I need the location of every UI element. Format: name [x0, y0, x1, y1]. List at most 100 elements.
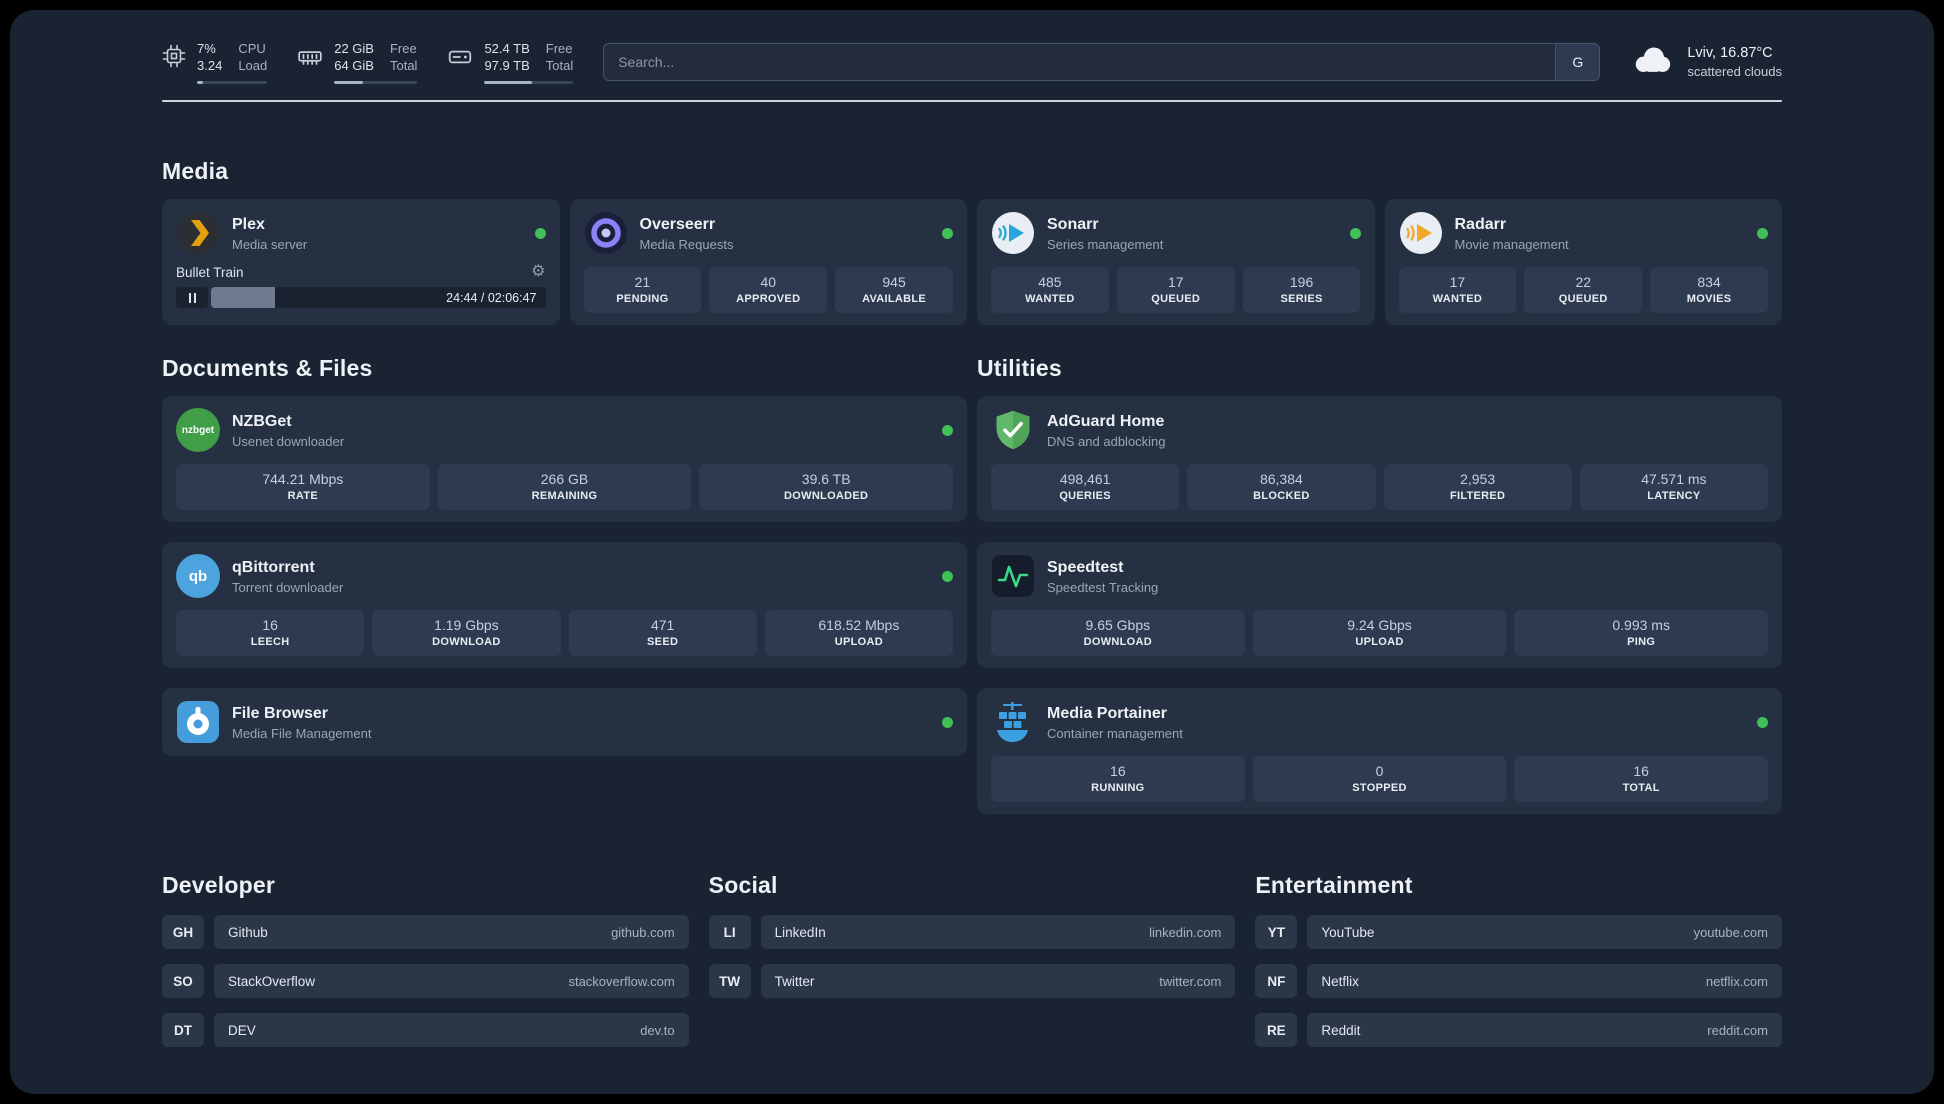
- status-dot: [1757, 227, 1768, 239]
- app-subtitle: Container management: [1047, 725, 1183, 741]
- dev-link[interactable]: DEV dev.to: [214, 1013, 689, 1048]
- youtube-link[interactable]: YouTube youtube.com: [1307, 915, 1782, 950]
- app-subtitle: Series management: [1047, 236, 1164, 252]
- dev-abbr-tile[interactable]: DT: [162, 1013, 204, 1048]
- speedtest-icon: [991, 554, 1035, 598]
- status-dot: [942, 716, 953, 728]
- gear-icon[interactable]: ⚙: [531, 263, 546, 281]
- netflix-link[interactable]: Netflix netflix.com: [1307, 964, 1782, 999]
- linkedin-link[interactable]: LinkedIn linkedin.com: [760, 915, 1236, 950]
- memory-stat: 22 GiB 64 GiB Free Total: [297, 40, 418, 85]
- app-subtitle: Speedtest Tracking: [1047, 579, 1159, 595]
- top-bar: 7% 3.24 CPU Load: [162, 40, 1782, 85]
- stat-tile: 618.52 Mbps UPLOAD: [764, 610, 953, 657]
- weather-widget: Lviv, 16.87°C scattered clouds: [1630, 44, 1782, 81]
- weather-location: Lviv, 16.87°C: [1687, 44, 1773, 61]
- link-row-github: GH Github github.com: [162, 915, 689, 950]
- app-card-nzbget[interactable]: nzbget NZBGet Usenet downloader 744.21 M…: [162, 396, 967, 523]
- app-card-overseerr[interactable]: Overseerr Media Requests 21 PENDING 40 A…: [569, 199, 967, 326]
- qbittorrent-icon: qb: [176, 554, 220, 599]
- status-dot: [1349, 227, 1361, 239]
- app-card-adguard[interactable]: AdGuard Home DNS and adblocking 498,461 …: [977, 396, 1782, 523]
- linkedin-abbr-tile[interactable]: LI: [708, 915, 751, 950]
- github-link[interactable]: Github github.com: [214, 915, 689, 950]
- stat-tile: 16 TOTAL: [1514, 756, 1769, 803]
- stat-tile: 266 GB REMAINING: [437, 464, 692, 511]
- app-subtitle: Torrent downloader: [232, 579, 344, 595]
- disk-icon: [447, 44, 473, 75]
- stat-tile: 2,953 FILTERED: [1383, 464, 1572, 511]
- plex-now-playing: Bullet Train ⚙ 24:44 / 02:06:47: [176, 263, 546, 309]
- cpu-percent: 7%: [197, 41, 216, 56]
- github-abbr-tile[interactable]: GH: [162, 915, 204, 950]
- stat-tile: 0.993 ms PING: [1514, 610, 1769, 657]
- section-media: Media Plex Media server: [162, 158, 1782, 326]
- cloud-icon: [1630, 44, 1674, 80]
- memory-free-value: 22 GiB: [334, 41, 374, 56]
- app-name: Plex: [232, 215, 265, 233]
- stat-tile: 21 PENDING: [583, 267, 702, 314]
- stat-tile: 9.24 Gbps UPLOAD: [1252, 610, 1507, 657]
- app-subtitle: DNS and adblocking: [1047, 433, 1166, 449]
- twitter-link[interactable]: Twitter twitter.com: [760, 964, 1236, 999]
- app-card-portainer[interactable]: Media Portainer Container management 16 …: [977, 688, 1782, 815]
- memory-icon: [297, 44, 323, 75]
- stat-tile: 22 QUEUED: [1524, 267, 1643, 314]
- now-playing-title: Bullet Train: [176, 264, 244, 280]
- pause-button[interactable]: [176, 287, 208, 309]
- stat-tile: 16 RUNNING: [991, 756, 1245, 803]
- memory-free-label: Free: [389, 41, 417, 56]
- search-engine-button[interactable]: G: [1555, 44, 1600, 81]
- radarr-icon: [1399, 211, 1443, 255]
- section-title-files: Documents & Files: [162, 355, 373, 382]
- cpu-label: CPU: [238, 41, 266, 56]
- status-dot: [942, 424, 953, 436]
- netflix-abbr-tile[interactable]: NF: [1255, 964, 1298, 999]
- overseerr-icon: [584, 211, 628, 255]
- stat-tile: 39.6 TB DOWNLOADED: [699, 464, 954, 511]
- app-card-plex[interactable]: Plex Media server Bullet Train ⚙: [162, 199, 560, 326]
- app-subtitle: Usenet downloader: [232, 433, 345, 449]
- stat-tile: 945 AVAILABLE: [835, 267, 953, 314]
- app-card-filebrowser[interactable]: File Browser Media File Management: [162, 688, 967, 757]
- plex-icon: [176, 211, 220, 255]
- app-card-speedtest[interactable]: Speedtest Speedtest Tracking 9.65 Gbps D…: [977, 542, 1782, 669]
- stat-tile: 9.65 Gbps DOWNLOAD: [991, 610, 1245, 657]
- section-utilities: Utilities: [977, 355, 1782, 815]
- search-input[interactable]: [604, 44, 1556, 81]
- cpu-load-value: 3.24: [197, 58, 223, 74]
- disk-free-value: 52.4 TB: [484, 41, 530, 56]
- weather-condition: scattered clouds: [1687, 64, 1782, 80]
- twitter-abbr-tile[interactable]: TW: [708, 964, 751, 999]
- cpu-progress-fill: [197, 81, 203, 85]
- app-name: Sonarr: [1047, 215, 1099, 233]
- stat-tile: 485 WANTED: [991, 267, 1109, 314]
- app-card-qbittorrent[interactable]: qb qBittorrent Torrent downloader 16: [162, 542, 967, 669]
- disk-total-value: 97.9 TB: [484, 58, 530, 74]
- memory-progress-fill: [334, 81, 363, 85]
- app-subtitle: Media File Management: [232, 725, 372, 741]
- app-card-sonarr[interactable]: Sonarr Series management 485 WANTED 17 Q…: [977, 199, 1375, 326]
- playback-progress-fill: [211, 287, 275, 309]
- reddit-link[interactable]: Reddit reddit.com: [1307, 1013, 1782, 1048]
- stackoverflow-link[interactable]: StackOverflow stackoverflow.com: [214, 964, 689, 999]
- reddit-abbr-tile[interactable]: RE: [1255, 1013, 1298, 1048]
- memory-total-label: Total: [389, 58, 418, 74]
- app-name: Radarr: [1454, 215, 1507, 233]
- link-row-linkedin: LI LinkedIn linkedin.com: [708, 915, 1236, 950]
- app-name: Overseerr: [639, 215, 716, 233]
- link-row-dev: DT DEV dev.to: [162, 1013, 689, 1048]
- stackoverflow-abbr-tile[interactable]: SO: [162, 964, 204, 999]
- adguard-icon: [991, 408, 1035, 452]
- stat-tile: 744.21 Mbps RATE: [176, 464, 430, 511]
- youtube-abbr-tile[interactable]: YT: [1255, 915, 1298, 950]
- system-stats: 7% 3.24 CPU Load: [162, 40, 574, 85]
- status-dot: [942, 570, 953, 582]
- app-card-radarr[interactable]: Radarr Movie management 17 WANTED 22 QUE…: [1384, 199, 1782, 326]
- playback-progress-bar[interactable]: 24:44 / 02:06:47: [211, 287, 546, 309]
- memory-total-value: 64 GiB: [334, 58, 374, 74]
- stat-tile: 834 MOVIES: [1650, 267, 1768, 314]
- stat-tile: 0 STOPPED: [1252, 756, 1507, 803]
- cpu-icon: [162, 44, 186, 73]
- status-dot: [1757, 716, 1768, 728]
